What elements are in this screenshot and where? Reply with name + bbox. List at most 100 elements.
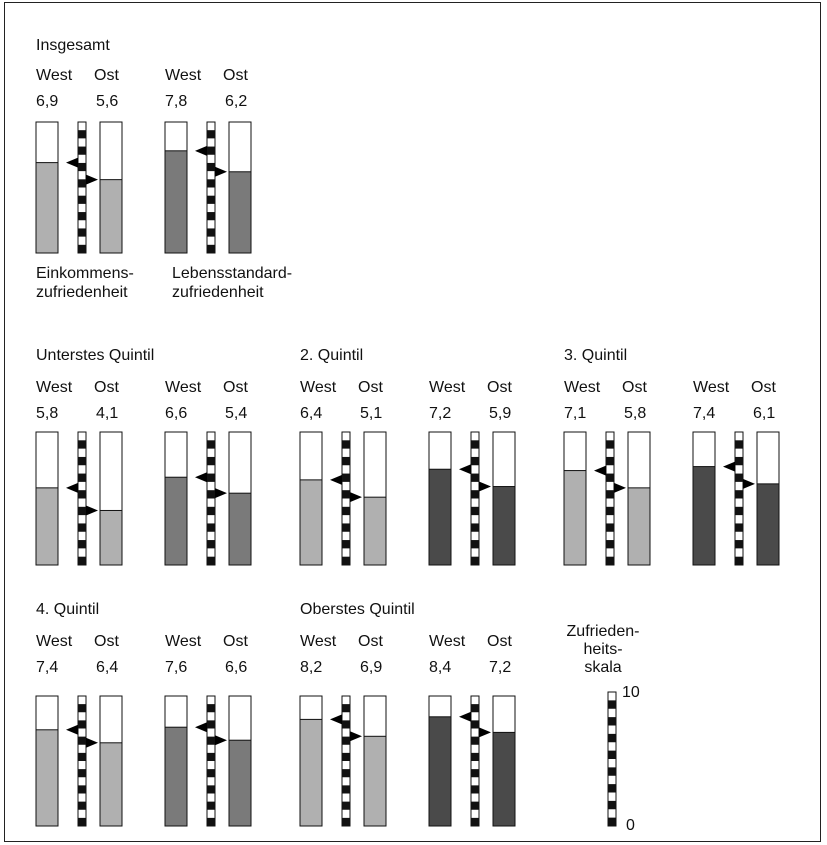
group-3-living-scale-segment (735, 523, 743, 532)
legend-scale-segment (608, 750, 616, 759)
group-3-income-ost-marker (614, 482, 626, 493)
group-5-income-ost-bar (363, 735, 387, 827)
legend-scale-segment (608, 784, 616, 793)
group-0-living-west-marker (195, 145, 207, 156)
group-0-living-ost-bar (228, 171, 252, 254)
group-0-living-scale-segment (207, 195, 215, 204)
group-1-income-scale-segment (78, 540, 86, 549)
group-0-living-scale-segment (207, 179, 215, 188)
group-0-income-scale-segment (78, 212, 86, 221)
group-1-living-west-label: West (165, 379, 202, 396)
group-2-living-ost-marker (479, 481, 491, 492)
group-5-income-scale-segment (342, 736, 350, 745)
scale-legend-min: 0 (626, 817, 635, 834)
group-1-living-scale-segment (207, 540, 215, 549)
group-1-income-west-bar (35, 487, 59, 566)
group-1-income-ost-label: Ost (94, 379, 119, 396)
group-3-living-west-marker (723, 461, 735, 472)
group-2-living-scale-segment (471, 456, 479, 466)
group-0-income-west-bar (35, 162, 59, 254)
group-0-income-ost-label: Ost (94, 67, 119, 84)
group-3-living-scale-segment (735, 456, 743, 466)
group-2-income-west-marker (330, 474, 342, 485)
group-0-income-scale-segment (78, 195, 86, 204)
group-4-income-scale-segment (78, 736, 86, 745)
group-1-living-ost-label: Ost (223, 379, 248, 396)
group-title-1: Unterstes Quintil (36, 347, 154, 364)
group-5-living-west-marker (459, 711, 471, 722)
group-4-living-ost-marker (215, 735, 227, 746)
group-1-living-scale-segment (207, 440, 215, 449)
group-5-income-scale-segment (342, 801, 350, 810)
group-2-income-ost-label: Ost (358, 379, 383, 396)
group-2-income-scale-segment (342, 556, 350, 565)
group-4-living-scale-segment (207, 769, 215, 778)
group-0-living-ost-marker (215, 166, 227, 177)
group-2-living-scale-segment (471, 440, 479, 449)
group-3-income-west-value: 7,1 (564, 405, 586, 422)
group-0-living-west-label: West (165, 67, 202, 84)
group-0-income-scale-segment (78, 244, 86, 253)
group-3-income-scale-segment (606, 473, 614, 482)
group-5-living-ost-bar (492, 731, 516, 827)
group-3-living-west-label: West (693, 379, 730, 396)
group-2-income-scale-segment (342, 456, 350, 466)
group-3-living-west-value: 7,4 (693, 405, 715, 422)
group-5-living-scale-segment (471, 785, 479, 794)
group-1-income-scale-segment (78, 490, 86, 499)
group-2-income-ost-bar (363, 496, 387, 566)
group-3-living-ost-label: Ost (751, 379, 776, 396)
group-5-income-scale-segment (342, 817, 350, 826)
group-0-income-west-value: 6,9 (36, 93, 58, 110)
group-3-living-scale-segment (735, 556, 743, 565)
group-3-income-ost-label: Ost (622, 379, 647, 396)
group-5-living-west-label: West (429, 633, 466, 650)
group-1-living-scale-segment (207, 523, 215, 532)
group-5-living-scale-segment (471, 769, 479, 778)
group-2-living-scale-segment (471, 540, 479, 549)
group-3-living-ost-bar (756, 483, 780, 566)
group-3-living-scale-segment (735, 440, 743, 449)
group-5-living-scale-segment (471, 736, 479, 745)
group-1-living-ost-value: 5,4 (225, 405, 247, 422)
group-0-income-scale-segment (78, 179, 86, 188)
group-1-living-scale-segment (207, 556, 215, 565)
group-1-income-ost-marker (86, 505, 98, 516)
group-title-3: 3. Quintil (564, 347, 627, 364)
group-5-living-west-value: 8,4 (429, 659, 451, 676)
group-3-living-ost-value: 6,1 (753, 405, 775, 422)
group-5-income-west-value: 8,2 (300, 659, 322, 676)
group-2-living-ost-label: Ost (487, 379, 512, 396)
group-4-income-scale-segment (78, 704, 86, 713)
group-4-living-west-value: 7,6 (165, 659, 187, 676)
group-3-income-ost-bar (627, 487, 651, 566)
group-4-income-ost-value: 6,4 (96, 659, 118, 676)
group-1-income-scale-segment (78, 473, 86, 482)
group-4-income-scale-segment (78, 817, 86, 826)
group-3-living-scale-segment (735, 540, 743, 549)
group-5-living-scale-segment (471, 720, 479, 729)
group-2-living-ost-value: 5,9 (489, 405, 511, 422)
group-4-income-scale-segment (78, 752, 86, 761)
group-4-income-west-value: 7,4 (36, 659, 58, 676)
group-3-living-ost-marker (743, 478, 755, 489)
group-2-living-scale-segment (471, 506, 479, 516)
group-1-income-ost-value: 4,1 (96, 405, 118, 422)
group-1-living-scale-segment (207, 473, 215, 482)
group-0-income-scale-segment (78, 162, 86, 172)
group-3-income-west-marker (594, 465, 606, 476)
group-2-living-west-marker (459, 464, 471, 475)
group-4-living-west-label: West (165, 633, 202, 650)
group-0-living-scale-segment (207, 228, 215, 237)
group-2-income-ost-marker (350, 492, 362, 503)
group-1-living-ost-marker (215, 488, 227, 499)
group-2-living-scale-segment (471, 556, 479, 565)
income-label-line2: zufriedenheit (36, 284, 128, 301)
group-1-income-scale-segment (78, 456, 86, 466)
living-label-line2: zufriedenheit (172, 284, 264, 301)
group-5-living-ost-marker (479, 727, 491, 738)
group-1-income-ost-bar (99, 509, 123, 566)
group-2-living-scale-segment (471, 523, 479, 532)
group-4-living-scale-segment (207, 752, 215, 761)
